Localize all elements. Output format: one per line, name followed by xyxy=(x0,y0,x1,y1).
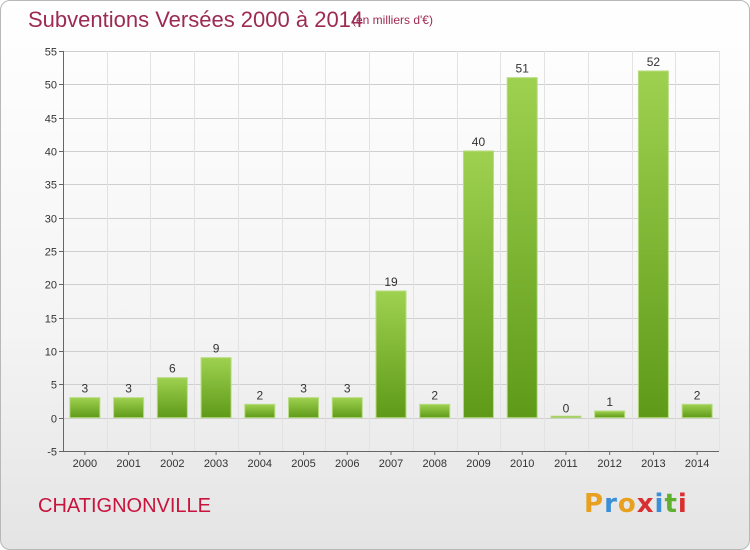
bar-2004 xyxy=(244,403,276,419)
x-tick-label: 2005 xyxy=(291,458,315,470)
bar-2009 xyxy=(462,150,494,419)
x-tick-label: 2009 xyxy=(466,458,490,470)
axes xyxy=(59,51,719,455)
commune-name: CHATIGNONVILLE xyxy=(38,495,211,517)
logo-letter: x xyxy=(636,489,655,519)
data-label: 52 xyxy=(647,55,661,69)
bar-2005 xyxy=(288,397,320,419)
y-tick-label: 15 xyxy=(45,314,57,326)
bar-2008 xyxy=(419,403,451,419)
logo-letter: t xyxy=(664,489,678,519)
data-label: 0 xyxy=(563,402,570,416)
data-label: 9 xyxy=(213,342,220,356)
bar-2000 xyxy=(69,397,101,419)
data-label: 2 xyxy=(256,388,263,402)
data-label: 2 xyxy=(431,388,438,402)
bar-2010 xyxy=(506,77,538,419)
logo-letter: i xyxy=(654,489,665,519)
data-label: 3 xyxy=(125,382,132,396)
y-tick-label: -5 xyxy=(47,447,57,459)
data-label: 3 xyxy=(344,382,351,396)
y-tick-label: 55 xyxy=(45,47,57,59)
proxiti-logo: Proxiti xyxy=(584,489,688,519)
data-label: 1 xyxy=(606,395,613,409)
x-tick-label: 2007 xyxy=(379,458,403,470)
bar-2006 xyxy=(331,397,363,419)
y-tick-label: 10 xyxy=(45,347,57,359)
x-tick-label: 2001 xyxy=(116,458,140,470)
data-label: 3 xyxy=(300,382,307,396)
y-tick-label: 5 xyxy=(51,380,57,392)
x-tick-label: 2004 xyxy=(248,458,272,470)
bar-2012 xyxy=(594,410,626,419)
x-tick-label: 2012 xyxy=(597,458,621,470)
bar-2001 xyxy=(113,397,145,419)
bar-2014 xyxy=(681,403,713,419)
logo-letter: r xyxy=(604,489,618,519)
data-label: 40 xyxy=(472,135,486,149)
data-label: 6 xyxy=(169,362,176,376)
logo-letter: i xyxy=(677,489,688,519)
x-tick-label: 2010 xyxy=(510,458,534,470)
data-label: 51 xyxy=(516,62,530,76)
labels: -505101520253035404550553200032001620029… xyxy=(45,47,710,471)
chart-subtitle: (en milliers d'€) xyxy=(352,13,433,27)
bar-2007 xyxy=(375,290,407,419)
y-tick-label: 35 xyxy=(45,180,57,192)
data-label: 2 xyxy=(694,388,701,402)
x-tick-label: 2008 xyxy=(422,458,446,470)
x-tick-label: 2002 xyxy=(160,458,184,470)
x-tick-label: 2013 xyxy=(641,458,665,470)
bar-2002 xyxy=(156,377,188,419)
x-tick-label: 2006 xyxy=(335,458,359,470)
x-tick-label: 2003 xyxy=(204,458,228,470)
bar-2003 xyxy=(200,357,232,419)
x-tick-label: 2014 xyxy=(685,458,709,470)
logo-letter: o xyxy=(617,489,637,519)
bar-2013 xyxy=(637,70,669,419)
bars xyxy=(69,70,713,419)
data-label: 19 xyxy=(384,275,398,289)
logo-letter: P xyxy=(584,489,605,519)
y-tick-label: 0 xyxy=(51,414,57,426)
y-tick-label: 40 xyxy=(45,147,57,159)
y-tick-label: 50 xyxy=(45,80,57,92)
x-tick-label: 2000 xyxy=(73,458,97,470)
chart-title: Subventions Versées 2000 à 2014 xyxy=(28,7,364,32)
bar-2011 xyxy=(550,415,582,419)
data-label: 3 xyxy=(82,382,89,396)
y-tick-label: 20 xyxy=(45,280,57,292)
y-tick-label: 25 xyxy=(45,247,57,259)
x-tick-label: 2011 xyxy=(554,458,578,470)
y-tick-label: 45 xyxy=(45,114,57,126)
y-tick-label: 30 xyxy=(45,214,57,226)
